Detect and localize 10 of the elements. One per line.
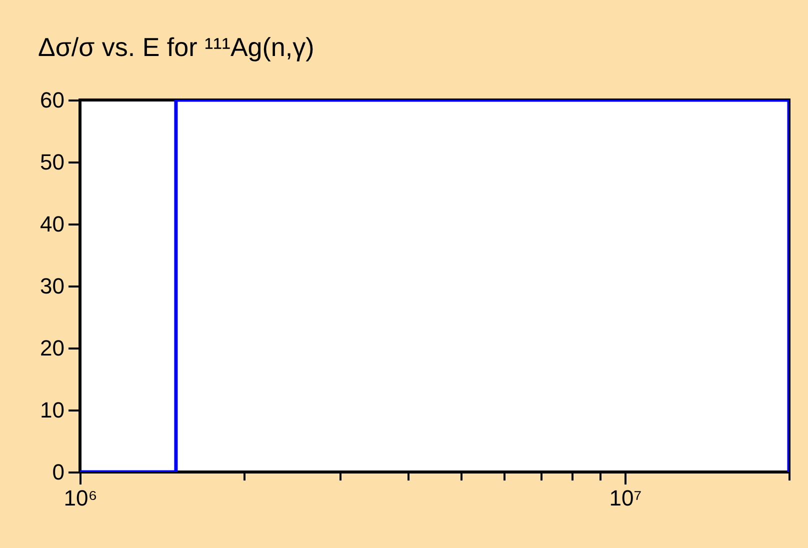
y-tick-label: 30 [40, 274, 64, 298]
x-tick-label: 10⁷ [609, 486, 642, 510]
y-tick-label: 40 [40, 212, 64, 236]
y-tick-label: 10 [40, 398, 64, 422]
chart-title: Δσ/σ vs. E for ¹¹¹Ag(n,γ) [38, 32, 314, 62]
y-tick-label: 50 [40, 150, 64, 174]
y-tick-label: 0 [52, 460, 64, 484]
x-tick-label: 10⁶ [64, 486, 98, 510]
y-tick-label: 60 [40, 88, 64, 112]
y-tick-label: 20 [40, 336, 64, 360]
